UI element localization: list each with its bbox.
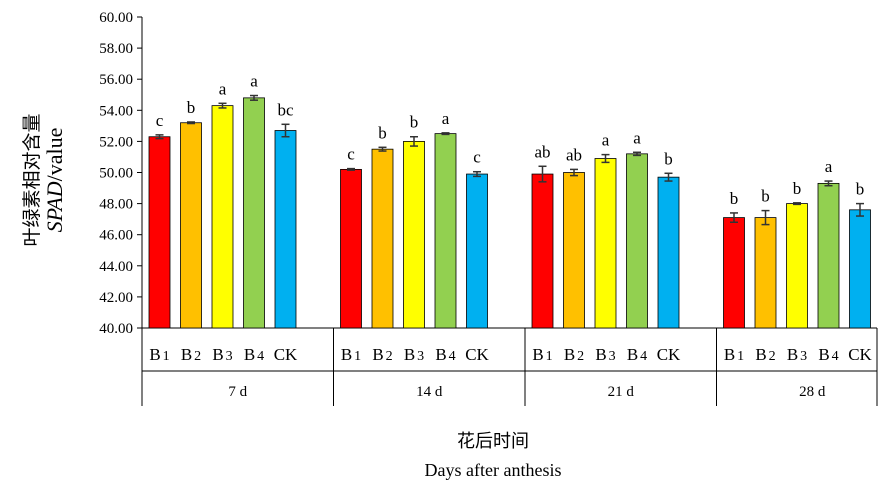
category-label: CK [465,345,489,364]
category-label: CK [274,345,298,364]
bar [180,122,202,329]
group-label: 28 d [799,384,826,400]
significance-letter: b [856,180,865,199]
significance-letter: c [473,148,481,167]
y-axis-title: 叶绿素相对含量 SPAD/value [21,113,67,246]
significance-letter: a [825,157,833,176]
category-label: CK [657,345,681,364]
bar [817,182,840,329]
y-tick-label: 54.00 [99,103,133,119]
bar [211,105,234,329]
bar [148,136,171,329]
bar [434,133,457,329]
bar [274,130,297,329]
bar [626,153,648,329]
y-tick-label: 60.00 [99,10,133,26]
bar [786,203,808,329]
significance-letter: c [347,145,355,164]
bar [563,172,585,329]
y-axis-title-unit: /value [42,128,67,182]
significance-letter: b [761,187,770,206]
y-tick-label: 42.00 [99,290,133,306]
y-tick-label: 56.00 [99,72,133,88]
bar [243,97,265,329]
bar [340,168,362,329]
significance-letter: a [442,109,450,128]
significance-letter: b [793,179,802,198]
bar [754,217,777,329]
category-label: CK [848,345,872,364]
x-axis-title-cn: 花后时间 [457,431,529,451]
bar [531,173,554,329]
chart-axes: 40.00 42.00 44.00 46.00 48.00 50.00 52.00 54.00… [99,10,878,406]
x-axis-title-en: Days after anthesis [425,460,562,480]
y-tick-label: 58.00 [99,41,133,57]
significance-letter: a [602,131,610,150]
y-axis-title-cn: 叶绿素相对含量 [21,113,43,246]
group-label: 7 d [228,384,247,400]
bar [371,148,394,329]
significance-letter: ab [534,142,550,161]
significance-letter: b [187,98,196,117]
significance-letter: bc [277,100,294,119]
y-tick-label: 52.00 [99,134,133,150]
y-axis-title-en: SPAD/value [42,128,67,233]
y-axis-title-spad: SPAD [42,181,67,232]
y-tick-label: 50.00 [99,166,133,182]
significance-letter: b [730,189,739,208]
group-label: 14 d [416,384,443,400]
bar [723,217,745,329]
y-tick-label: 44.00 [99,259,133,275]
bar [594,158,617,329]
significance-letter: a [633,128,641,147]
y-tick-label: 46.00 [99,228,133,244]
y-tick-label: 48.00 [99,197,133,213]
bar [849,209,871,329]
significance-letter: a [250,72,258,91]
bar [466,173,488,329]
chart-bars [148,94,871,329]
significance-letter: b [664,149,673,168]
group-label: 21 d [608,384,635,400]
bar [657,176,680,329]
significance-letter: b [378,123,387,142]
significance-letter: ab [566,145,582,164]
significance-letter: a [219,79,227,98]
bar [403,140,425,329]
y-tick-label: 40.00 [99,321,133,337]
significance-letter: b [410,113,419,132]
significance-letter: c [156,111,164,130]
